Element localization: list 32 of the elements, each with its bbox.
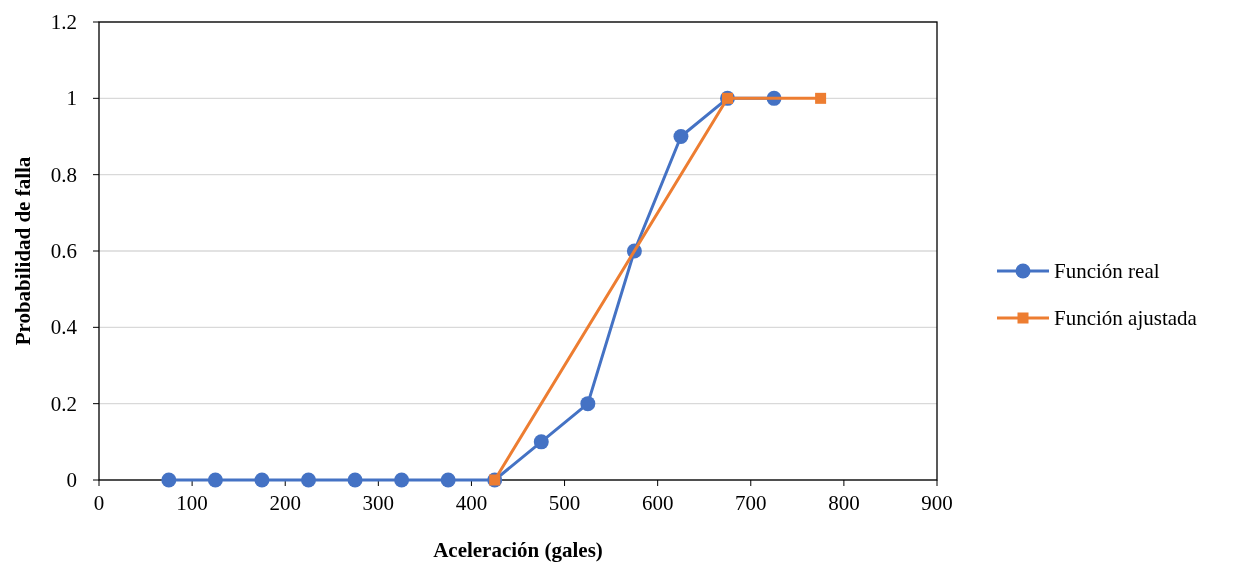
x-tick-label: 300 <box>362 491 395 515</box>
x-tick-label: 100 <box>176 491 208 515</box>
y-tick-label: 0.8 <box>50 162 77 187</box>
point <box>394 472 410 488</box>
x-tick-label: 700 <box>735 491 767 515</box>
y-tick-label: 1 <box>66 86 77 111</box>
point <box>673 129 689 144</box>
point <box>254 472 270 488</box>
point <box>301 472 316 488</box>
x-axis-title: Aceleración (gales) <box>433 538 603 562</box>
x-tick-label: 900 <box>921 491 953 515</box>
point <box>580 396 596 412</box>
legend-label: Función real <box>1054 259 1160 283</box>
y-tick-label: 1.2 <box>50 10 77 34</box>
point <box>533 434 549 450</box>
point <box>207 472 223 488</box>
point <box>815 92 827 104</box>
y-axis-title: Probabilidad de falla <box>11 156 35 346</box>
point <box>347 472 363 488</box>
point <box>161 472 177 488</box>
y-tick-label: 0.2 <box>50 391 77 416</box>
y-tick-label: 0.4 <box>50 315 78 340</box>
y-tick-label: 0.6 <box>50 239 77 263</box>
point <box>440 472 456 488</box>
x-tick-label: 400 <box>455 491 488 515</box>
x-tick-label: 500 <box>548 491 581 515</box>
y-tick-label: 0 <box>66 468 77 492</box>
x-tick-label: 600 <box>641 491 674 515</box>
x-tick-label: 200 <box>269 491 301 515</box>
x-tick-label: 800 <box>828 491 860 515</box>
legend-label: Función ajustada <box>1054 306 1198 330</box>
x-tick-label: 0 <box>93 491 105 515</box>
